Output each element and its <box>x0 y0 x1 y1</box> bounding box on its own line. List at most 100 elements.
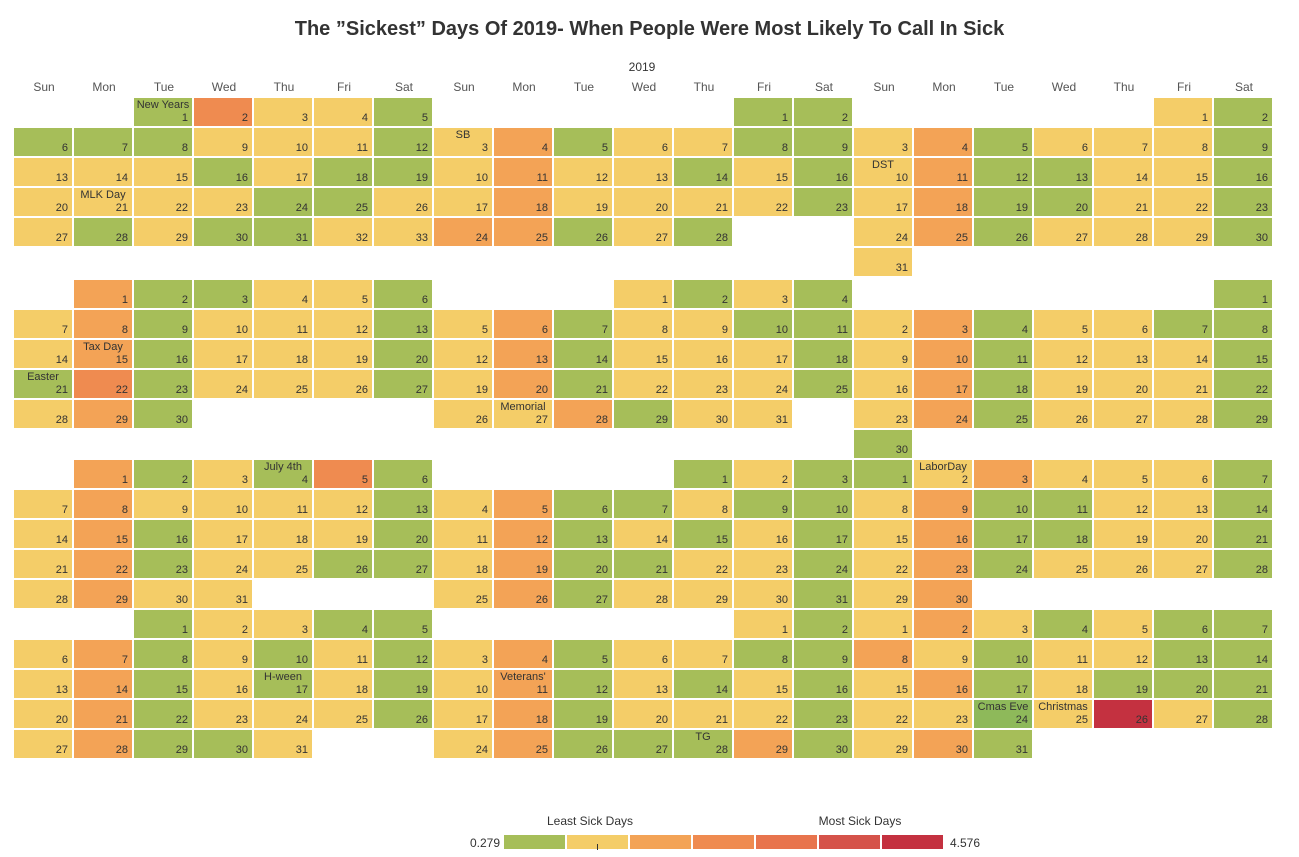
day-number: 3 <box>241 294 248 306</box>
day-cell: 25 <box>1034 550 1093 579</box>
day-number: 27 <box>55 232 68 244</box>
day-number: 25 <box>955 232 968 244</box>
day-cell: 16 <box>734 520 793 549</box>
day-cell: 5 <box>434 310 493 339</box>
day-number: 16 <box>1255 172 1268 184</box>
day-number: 21 <box>1255 684 1268 696</box>
day-number: 14 <box>1255 504 1268 516</box>
day-number: 15 <box>1255 354 1268 366</box>
day-number: 19 <box>475 384 488 396</box>
day-number: 25 <box>295 564 308 576</box>
day-cell: 19 <box>1034 370 1093 399</box>
day-cell: 15 <box>134 158 193 187</box>
day-number: 23 <box>955 564 968 576</box>
day-number: 16 <box>955 534 968 546</box>
day-cell: 3 <box>974 610 1033 639</box>
day-cell: 17 <box>974 520 1033 549</box>
legend-min-value: 0.279 <box>469 836 500 850</box>
day-cell: 10 <box>434 670 493 699</box>
day-cell: 28 <box>554 400 613 429</box>
day-number: 25 <box>355 202 368 214</box>
day-number: 19 <box>595 714 608 726</box>
day-cell: 23 <box>134 370 193 399</box>
day-number: 26 <box>1015 232 1028 244</box>
holiday-label: Veterans' <box>500 671 546 683</box>
day-cell: 10 <box>974 640 1033 669</box>
day-number: 23 <box>175 384 188 396</box>
legend-swatch <box>692 834 755 850</box>
day-cell: 9 <box>134 490 193 519</box>
day-number: 22 <box>655 384 668 396</box>
day-cell: 24 <box>794 550 853 579</box>
day-number: 10 <box>235 504 248 516</box>
day-number: 20 <box>595 564 608 576</box>
day-number: 2 <box>1261 112 1268 124</box>
day-cell: 15 <box>734 158 793 187</box>
day-number: 22 <box>1255 384 1268 396</box>
day-cell: 20 <box>374 340 433 369</box>
day-number: 20 <box>1135 384 1148 396</box>
day-cell: 23 <box>194 700 253 729</box>
day-cell: 24 <box>254 188 313 217</box>
day-cell: 1 <box>854 610 913 639</box>
day-cell: 16 <box>194 670 253 699</box>
day-cell: 23 <box>794 700 853 729</box>
day-number: 23 <box>775 564 788 576</box>
day-number: 29 <box>895 744 908 756</box>
day-number: 2 <box>781 474 788 486</box>
day-number: 9 <box>781 504 788 516</box>
day-cell: 1 <box>74 280 133 309</box>
day-cell: 22 <box>734 700 793 729</box>
day-number: 11 <box>476 534 488 546</box>
day-cell: 8 <box>734 640 793 669</box>
day-cell: 29 <box>674 580 733 609</box>
day-number: 30 <box>775 594 788 606</box>
day-number: 26 <box>595 744 608 756</box>
day-cell: 25 <box>794 370 853 399</box>
day-number: 21 <box>115 202 128 214</box>
day-number: 24 <box>1015 714 1028 726</box>
day-number: 5 <box>481 324 488 336</box>
day-cell: 26 <box>314 550 373 579</box>
day-number: 11 <box>836 324 848 336</box>
day-cell: 20 <box>614 188 673 217</box>
day-cell: 25 <box>914 218 973 247</box>
legend-swatch <box>881 834 944 850</box>
day-number: 11 <box>1016 354 1028 366</box>
day-cell: 28 <box>14 580 73 609</box>
day-cell: 15 <box>854 520 913 549</box>
day-number: 30 <box>895 444 908 456</box>
day-number: 20 <box>655 714 668 726</box>
day-cell: 28 TG <box>674 730 733 759</box>
day-number: 13 <box>1195 654 1208 666</box>
chart-title: The ”Sickest” Days Of 2019- When People … <box>294 18 1005 40</box>
day-number: 24 <box>1015 564 1028 576</box>
day-number: 28 <box>55 594 68 606</box>
day-cell: 11 <box>434 520 493 549</box>
day-number: 6 <box>541 324 548 336</box>
day-cell: 2 <box>134 280 193 309</box>
weekday-label-sun: Sun <box>873 80 895 94</box>
day-number: 6 <box>421 294 428 306</box>
day-number: 12 <box>355 504 368 516</box>
day-cell: 7 <box>14 490 73 519</box>
day-cell: 22 <box>134 700 193 729</box>
day-number: 22 <box>1195 202 1208 214</box>
day-cell: 27 <box>614 218 673 247</box>
day-cell: 8 <box>734 128 793 157</box>
day-cell: 30 <box>734 580 793 609</box>
day-cell: 3 <box>794 460 853 489</box>
day-cell: 9 <box>194 128 253 157</box>
day-cell: 26 <box>554 730 613 759</box>
day-number: 16 <box>175 354 188 366</box>
day-cell: 4 <box>434 490 493 519</box>
day-cell: 12 <box>554 158 613 187</box>
day-cell: 5 <box>1094 610 1153 639</box>
day-cell: 14 <box>554 340 613 369</box>
day-number: 24 <box>475 744 488 756</box>
day-number: 8 <box>901 654 908 666</box>
day-cell: 9 <box>914 640 973 669</box>
day-number: 19 <box>415 684 428 696</box>
day-number: 4 <box>961 142 968 154</box>
day-number: 17 <box>835 534 848 546</box>
